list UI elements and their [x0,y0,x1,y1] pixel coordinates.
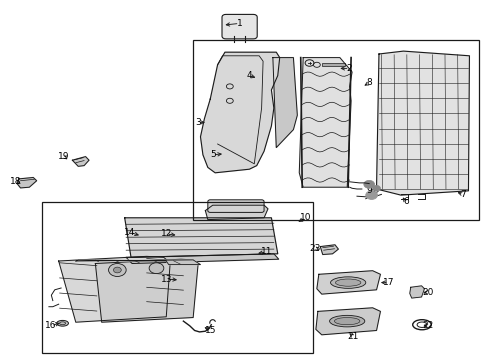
Text: 13: 13 [160,274,172,284]
Polygon shape [299,58,351,187]
Polygon shape [315,308,380,335]
Circle shape [363,180,374,188]
Polygon shape [409,286,424,298]
Text: 11: 11 [260,248,272,256]
Bar [321,63,345,66]
Polygon shape [272,58,297,148]
Text: 6: 6 [402,197,408,206]
Text: 16: 16 [45,321,57,330]
Polygon shape [126,254,278,264]
Text: 3: 3 [195,118,201,127]
Text: 22: 22 [422,321,433,330]
Polygon shape [17,177,37,188]
Circle shape [113,267,121,273]
Text: 15: 15 [204,326,216,335]
Text: 12: 12 [160,230,172,239]
Text: 10: 10 [299,213,311,222]
Text: 21: 21 [346,332,358,341]
Bar [41,202,312,353]
Text: 2: 2 [346,64,352,73]
FancyBboxPatch shape [222,14,257,39]
Polygon shape [205,205,267,220]
Polygon shape [320,245,338,255]
Polygon shape [95,259,198,322]
Text: 23: 23 [309,244,321,253]
Polygon shape [72,157,89,166]
Text: 8: 8 [366,78,371,87]
Text: 20: 20 [422,288,433,297]
Polygon shape [200,52,279,173]
Ellipse shape [329,315,364,327]
Text: 19: 19 [58,152,69,161]
Polygon shape [76,260,200,265]
Text: 4: 4 [246,71,252,80]
FancyBboxPatch shape [207,200,264,212]
Polygon shape [376,51,468,195]
Polygon shape [59,256,170,322]
Ellipse shape [330,277,365,288]
Circle shape [149,263,163,274]
Circle shape [372,185,380,191]
Bar [193,40,478,220]
Polygon shape [316,271,380,294]
Text: 18: 18 [10,177,22,186]
Circle shape [108,264,126,276]
Ellipse shape [334,318,359,325]
Ellipse shape [335,279,360,286]
Text: 5: 5 [209,150,215,159]
Polygon shape [124,218,277,257]
Text: 9: 9 [366,186,371,195]
Text: 14: 14 [123,228,135,237]
Text: 1: 1 [236,19,242,28]
Ellipse shape [57,320,68,326]
Circle shape [365,191,377,199]
Text: 7: 7 [460,190,466,199]
Text: 17: 17 [382,278,394,287]
